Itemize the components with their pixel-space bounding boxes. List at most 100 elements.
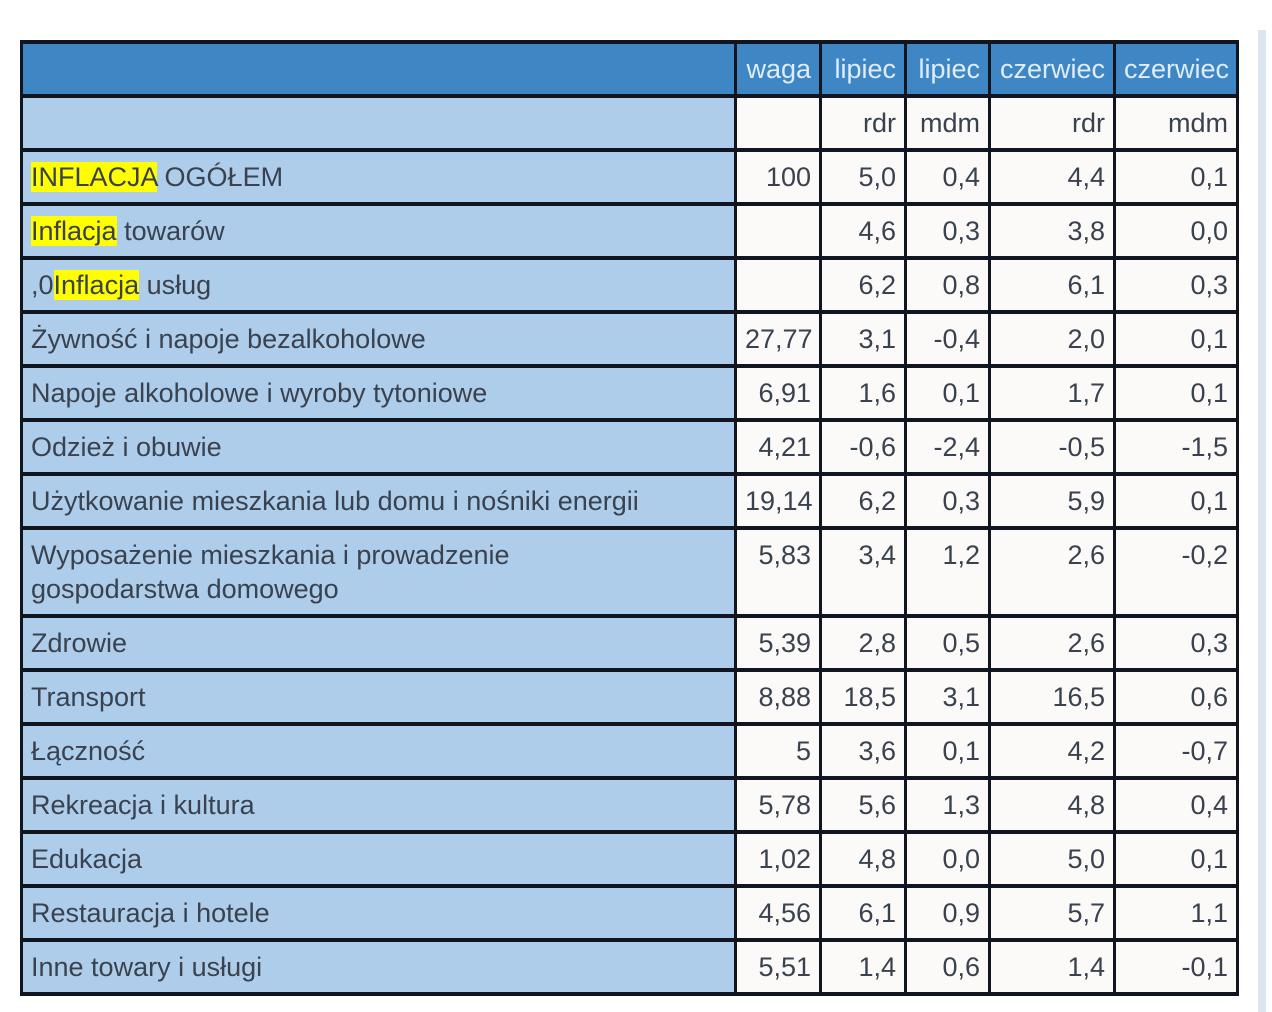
value-cell: 4,21 <box>734 418 822 476</box>
value-cell: -0,1 <box>1113 938 1239 996</box>
value-cell: 4,56 <box>734 884 822 942</box>
table-row: Edukacja 1,02 4,8 0,0 5,0 0,1 <box>20 830 1239 888</box>
value-cell: 5 <box>734 722 822 780</box>
row-label: Żywność i napoje bezalkoholowe <box>20 310 737 368</box>
value-cell: 0,4 <box>1113 776 1239 834</box>
search-highlight: Inflacja <box>53 270 140 300</box>
value-cell: 1,2 <box>904 526 991 618</box>
value-cell: 27,77 <box>734 310 822 368</box>
header-cell-lipiec-mdm: lipiec <box>904 40 991 98</box>
value-cell: 5,39 <box>734 614 822 672</box>
header-cell-waga: waga <box>734 40 822 98</box>
header-cell-category <box>20 40 737 98</box>
value-cell: 1,6 <box>819 364 907 422</box>
value-cell: 100 <box>734 148 822 206</box>
value-cell: 1,3 <box>904 776 991 834</box>
value-cell <box>734 202 822 260</box>
value-cell <box>734 256 822 314</box>
subheader-cell-czerwiec-mdm: mdm <box>1113 94 1239 152</box>
value-cell: 5,78 <box>734 776 822 834</box>
value-cell: 5,0 <box>819 148 907 206</box>
row-label: Łączność <box>20 722 737 780</box>
scrollbar-track[interactable] <box>1258 30 1266 1012</box>
header-cell-lipiec-rdr: lipiec <box>819 40 907 98</box>
value-cell: 3,1 <box>819 310 907 368</box>
subheader-cell-waga <box>734 94 822 152</box>
value-cell: 4,4 <box>988 148 1116 206</box>
value-cell: 1,4 <box>988 938 1116 996</box>
value-cell: 6,2 <box>819 256 907 314</box>
value-cell: -0,4 <box>904 310 991 368</box>
value-cell: 0,1 <box>1113 472 1239 530</box>
value-cell: 0,5 <box>904 614 991 672</box>
value-cell: 3,4 <box>819 526 907 618</box>
value-cell: 3,6 <box>819 722 907 780</box>
table-row: Rekreacja i kultura 5,78 5,6 1,3 4,8 0,4 <box>20 776 1239 834</box>
value-cell: 16,5 <box>988 668 1116 726</box>
value-cell: 0,6 <box>904 938 991 996</box>
value-cell: 0,1 <box>904 364 991 422</box>
table-row: Wyposażenie mieszkania i prowadzenie gos… <box>20 526 1239 618</box>
value-cell: -0,7 <box>1113 722 1239 780</box>
value-cell: 5,7 <box>988 884 1116 942</box>
value-cell: 0,0 <box>904 830 991 888</box>
row-label: Transport <box>20 668 737 726</box>
table-row: Łączność 5 3,6 0,1 4,2 -0,7 <box>20 722 1239 780</box>
value-cell: 0,4 <box>904 148 991 206</box>
value-cell: 5,0 <box>988 830 1116 888</box>
value-cell: 2,0 <box>988 310 1116 368</box>
row-label: Inne towary i usługi <box>20 938 737 996</box>
value-cell: -0,5 <box>988 418 1116 476</box>
value-cell: 5,9 <box>988 472 1116 530</box>
row-label: Restauracja i hotele <box>20 884 737 942</box>
value-cell: 2,8 <box>819 614 907 672</box>
inflation-table: waga lipiec lipiec czerwiec czerwiec rdr… <box>20 40 1239 996</box>
table-row: Napoje alkoholowe i wyroby tytoniowe 6,91… <box>20 364 1239 422</box>
value-cell: 1,7 <box>988 364 1116 422</box>
value-cell: 0,3 <box>904 472 991 530</box>
value-cell: 5,83 <box>734 526 822 618</box>
value-cell: 0,6 <box>1113 668 1239 726</box>
row-label: Użytkowanie mieszkania lub domu i nośnik… <box>20 472 737 530</box>
value-cell: 5,51 <box>734 938 822 996</box>
subheader-cell-lipiec-rdr: rdr <box>819 94 907 152</box>
value-cell: 6,1 <box>819 884 907 942</box>
value-cell: 4,8 <box>819 830 907 888</box>
row-label: ,0Inflacja usług <box>20 256 737 314</box>
value-cell: 4,8 <box>988 776 1116 834</box>
value-cell: 0,0 <box>1113 202 1239 260</box>
row-label: Wyposażenie mieszkania i prowadzenie gos… <box>20 526 737 618</box>
value-cell: 8,88 <box>734 668 822 726</box>
table-row: Żywność i napoje bezalkoholowe 27,77 3,1 -0… <box>20 310 1239 368</box>
row-label: Odzież i obuwie <box>20 418 737 476</box>
table-body: INFLACJA OGÓŁEM 100 5,0 0,4 4,4 0,1 Inflacja t… <box>20 148 1239 996</box>
table-row: Inflacja towarów 4,6 0,3 3,8 0,0 <box>20 202 1239 260</box>
value-cell: 3,1 <box>904 668 991 726</box>
value-cell: 0,1 <box>1113 310 1239 368</box>
row-label: INFLACJA OGÓŁEM <box>20 148 737 206</box>
value-cell: 0,1 <box>904 722 991 780</box>
value-cell: -0,6 <box>819 418 907 476</box>
value-cell: 3,8 <box>988 202 1116 260</box>
value-cell: 0,3 <box>1113 614 1239 672</box>
subheader-cell-category <box>20 94 737 152</box>
table-header-row: waga lipiec lipiec czerwiec czerwiec <box>20 40 1239 98</box>
value-cell: 6,1 <box>988 256 1116 314</box>
table-row: Użytkowanie mieszkania lub domu i nośnik… <box>20 472 1239 530</box>
table-row: INFLACJA OGÓŁEM 100 5,0 0,4 4,4 0,1 <box>20 148 1239 206</box>
value-cell: 2,6 <box>988 526 1116 618</box>
value-cell: 5,6 <box>819 776 907 834</box>
subheader-cell-lipiec-mdm: mdm <box>904 94 991 152</box>
value-cell: 0,9 <box>904 884 991 942</box>
value-cell: -2,4 <box>904 418 991 476</box>
header-cell-czerwiec-mdm: czerwiec <box>1113 40 1239 98</box>
value-cell: 6,2 <box>819 472 907 530</box>
search-highlight: INFLACJA <box>31 162 158 192</box>
value-cell: 0,3 <box>1113 256 1239 314</box>
value-cell: 1,02 <box>734 830 822 888</box>
table-row: Inne towary i usługi 5,51 1,4 0,6 1,4 -0,1 <box>20 938 1239 996</box>
value-cell: 4,6 <box>819 202 907 260</box>
value-cell: 0,1 <box>1113 364 1239 422</box>
value-cell: 1,4 <box>819 938 907 996</box>
